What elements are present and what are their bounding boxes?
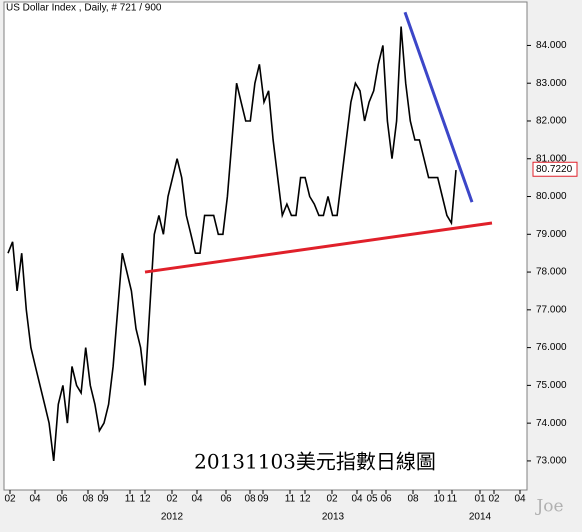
x-tick-label: 08	[244, 494, 256, 505]
y-tick-label: 83.000	[536, 78, 567, 89]
x-tick-label: 11	[125, 494, 136, 505]
x-tick-label: 01	[474, 494, 486, 505]
x-tick-label: 08	[82, 494, 94, 505]
x-tick-label: 04	[29, 494, 41, 505]
trend-line	[144, 221, 493, 274]
x-tick-label: 10	[433, 494, 445, 505]
y-tick-label: 77.000	[536, 304, 567, 315]
y-tick-label: 80.000	[536, 191, 567, 202]
x-tick-label: 04	[351, 494, 363, 505]
caption: 20131103美元指數日線圖	[194, 450, 436, 474]
x-tick-label: 06	[220, 494, 232, 505]
y-tick-label: 73.000	[536, 456, 567, 467]
x-tick-label: 05	[366, 494, 378, 505]
last-value-label: 80.7220	[536, 164, 573, 175]
x-tick-label: 06	[380, 494, 392, 505]
price-line	[7, 26, 457, 461]
x-tick-label: 02	[4, 494, 16, 505]
year-label: 2012	[161, 512, 184, 523]
x-tick-label: 04	[514, 494, 526, 505]
x-tick-label: 09	[97, 494, 109, 505]
plot-area	[3, 1, 528, 491]
chart-title: US Dollar Index , Daily, # 721 / 900	[6, 3, 162, 14]
y-tick-label: 78.000	[536, 267, 567, 278]
y-tick-label: 84.000	[536, 40, 567, 51]
y-tick-label: 76.000	[536, 342, 567, 353]
x-tick-label: 04	[191, 494, 203, 505]
x-tick-label: 02	[488, 494, 500, 505]
x-tick-label: 11	[285, 494, 296, 505]
x-tick-label: 08	[407, 494, 419, 505]
x-tick-label: 09	[257, 494, 269, 505]
y-tick-label: 82.000	[536, 116, 567, 127]
y-tick-label: 74.000	[536, 418, 567, 429]
year-label: 2014	[469, 512, 492, 523]
y-tick-label: 79.000	[536, 229, 567, 240]
last-value-box	[532, 161, 578, 177]
y-tick-label: 81.000	[536, 153, 567, 164]
year-label: 2013	[322, 512, 345, 523]
watermark: Joe	[534, 497, 563, 517]
x-tick-label: 02	[166, 494, 178, 505]
x-tick-label: 06	[56, 494, 68, 505]
trend-line	[403, 11, 474, 203]
x-tick-label: 02	[326, 494, 338, 505]
y-tick-label: 75.000	[536, 380, 567, 391]
x-tick-label: 12	[139, 494, 151, 505]
x-tick-label: 11	[447, 494, 458, 505]
x-tick-label: 12	[299, 494, 311, 505]
